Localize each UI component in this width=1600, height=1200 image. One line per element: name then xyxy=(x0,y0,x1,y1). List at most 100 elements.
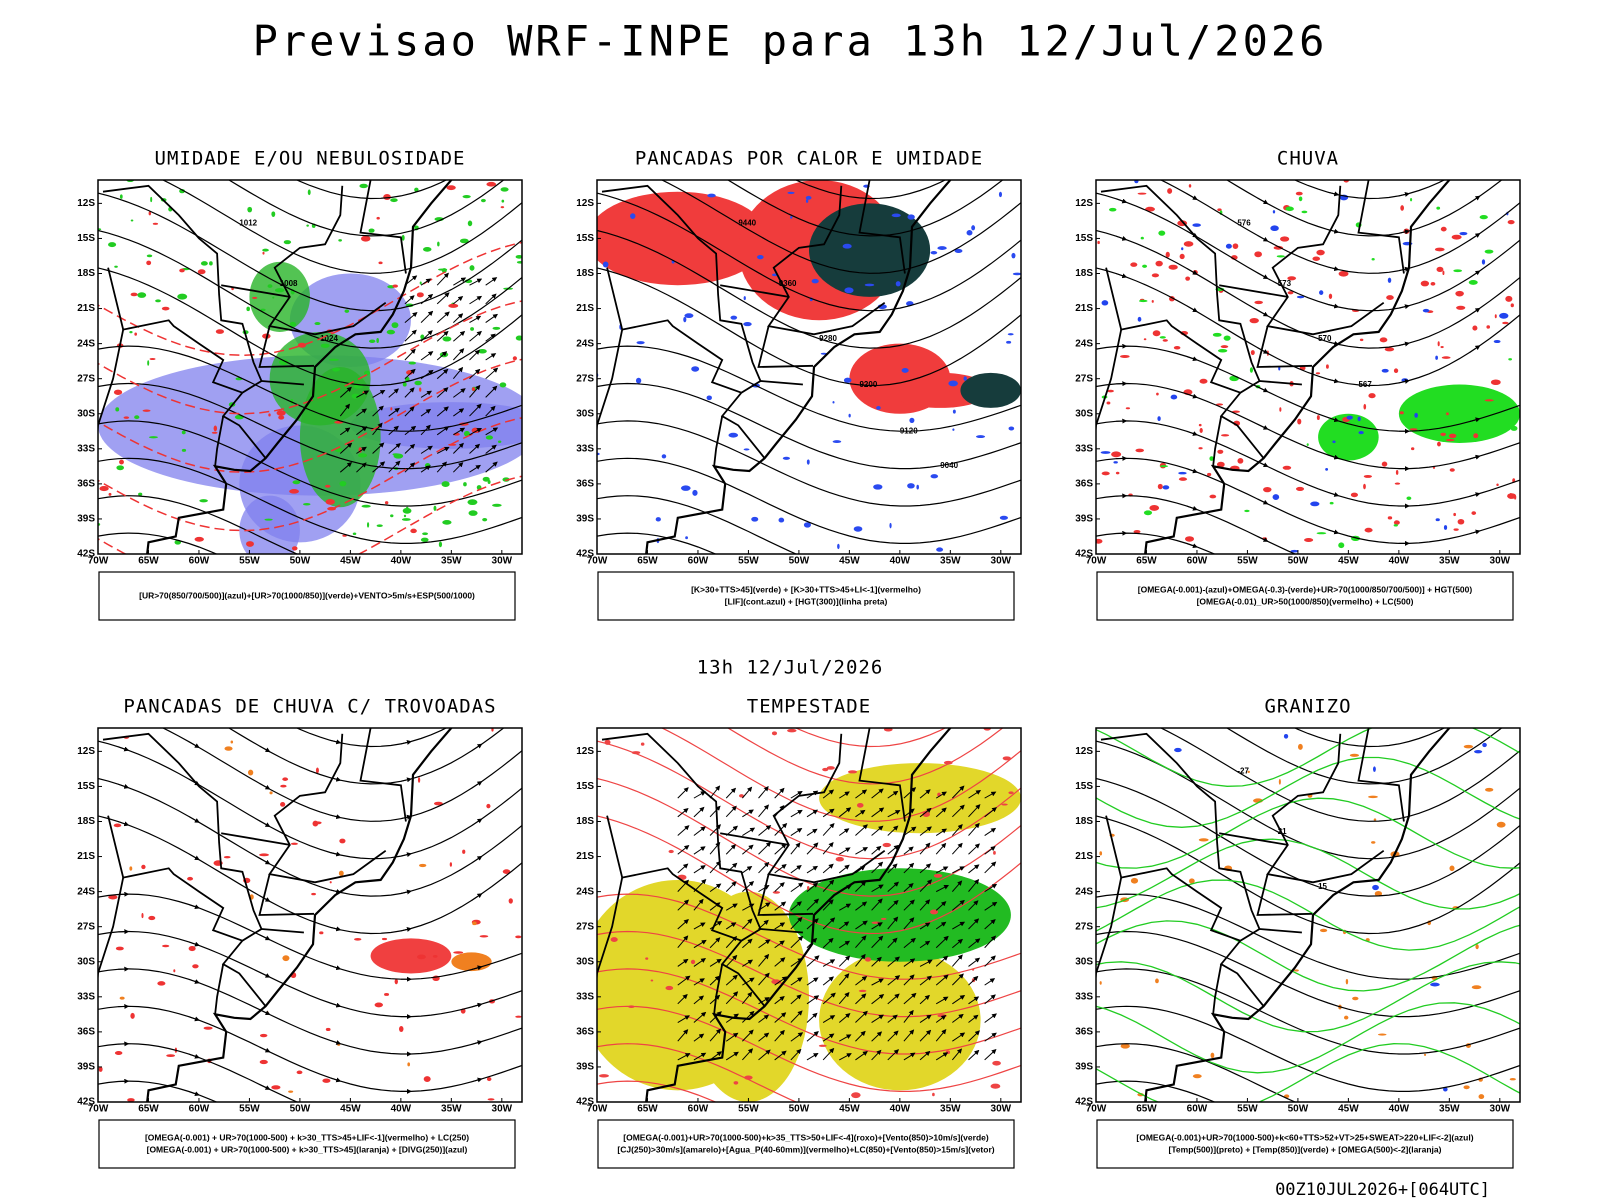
wind-vector xyxy=(903,1052,916,1061)
wind-vector xyxy=(968,843,980,855)
main-title: Previsao WRF-INPE para 13h 12/Jul/2026 xyxy=(253,17,1328,66)
legend-box xyxy=(1096,1119,1514,1169)
flow-arrow xyxy=(1328,378,1340,384)
speckle xyxy=(399,1026,404,1032)
speckle xyxy=(384,501,389,505)
speckle xyxy=(147,360,150,366)
wind-vector xyxy=(984,883,998,893)
wind-vector xyxy=(453,330,466,342)
speckle xyxy=(417,777,421,783)
speckle xyxy=(485,435,493,440)
contour-line xyxy=(1096,192,1520,312)
speckle xyxy=(420,334,425,340)
flow-arrow xyxy=(1469,529,1481,535)
wind-vector xyxy=(693,846,706,855)
wind-vector xyxy=(790,977,803,986)
speckle xyxy=(438,268,448,271)
speckle xyxy=(1283,733,1289,739)
contour-line xyxy=(98,420,522,507)
wind-vector xyxy=(839,903,852,911)
speckle xyxy=(1352,996,1359,1001)
speckle xyxy=(1395,470,1399,475)
lat-label: 30S xyxy=(1075,956,1093,967)
speckle xyxy=(332,367,341,372)
lat-label: 15S xyxy=(576,233,594,244)
wind-vector xyxy=(806,828,818,836)
wind-vector xyxy=(758,1014,770,1023)
flow-arrow xyxy=(330,926,342,932)
wind-vector xyxy=(806,955,820,967)
wind-vector xyxy=(984,978,996,986)
wind-vector xyxy=(919,807,932,818)
wind-vector xyxy=(725,862,738,874)
wind-vector xyxy=(887,1049,900,1061)
wind-vector xyxy=(871,956,882,967)
speckle xyxy=(376,524,383,528)
speckle xyxy=(691,366,700,372)
wind-vector xyxy=(838,921,850,930)
speckle xyxy=(492,503,502,507)
lon-label: 45W xyxy=(1338,556,1359,567)
wind-vector xyxy=(372,389,386,398)
flow-arrow xyxy=(259,971,271,978)
speckle xyxy=(842,243,852,249)
speckle xyxy=(155,299,161,303)
wind-vector xyxy=(935,974,949,986)
wind-vector xyxy=(452,462,464,473)
speckle xyxy=(787,728,797,733)
speckle xyxy=(394,978,398,985)
border xyxy=(767,733,886,884)
lat-label: 36S xyxy=(576,479,594,490)
lat-label: 21S xyxy=(1075,851,1093,862)
speckle xyxy=(1329,501,1334,505)
wind-vector xyxy=(855,920,868,930)
speckle xyxy=(1008,426,1015,431)
speckle xyxy=(1430,282,1436,286)
lon-label: 50W xyxy=(1288,556,1309,567)
wind-vector xyxy=(919,1050,931,1061)
speckle xyxy=(1165,251,1170,258)
speckle xyxy=(1207,472,1212,477)
map-panel: CHUVA 582 579 576 573 570 567 12S 15S 18S 21S 24S 27… xyxy=(1075,148,1521,621)
wind-vector xyxy=(790,1010,803,1023)
lon-label: 40W xyxy=(890,1104,911,1115)
speckle xyxy=(391,322,399,329)
wind-vector xyxy=(339,427,351,436)
speckle xyxy=(1170,394,1178,400)
speckle xyxy=(1237,458,1244,464)
speckle xyxy=(1434,247,1445,252)
wind-vector xyxy=(677,1053,691,1061)
speckle xyxy=(500,187,509,192)
speckle xyxy=(1481,259,1486,265)
panel-title: GRANIZO xyxy=(1264,696,1351,718)
wind-vector xyxy=(453,408,465,417)
contour-line xyxy=(1096,968,1520,1055)
speckle xyxy=(835,856,844,862)
border xyxy=(757,325,814,368)
speckle xyxy=(486,803,491,809)
wind-vector xyxy=(742,938,753,949)
speckle xyxy=(267,284,273,288)
speckle xyxy=(1231,410,1240,413)
speckle xyxy=(787,191,795,195)
speckle xyxy=(1446,412,1449,416)
wind-vector xyxy=(935,921,947,930)
speckle xyxy=(515,1015,522,1018)
speckle xyxy=(1363,483,1366,490)
wind-vector xyxy=(903,808,915,818)
lat-label: 27S xyxy=(576,921,594,932)
wind-vector xyxy=(855,824,868,836)
flow-arrow xyxy=(188,1016,200,1022)
wind-vector xyxy=(855,1050,868,1061)
speckle xyxy=(324,484,331,488)
speckle xyxy=(948,380,958,387)
speckle xyxy=(1350,492,1358,498)
wind-vector xyxy=(774,976,788,986)
speckle xyxy=(680,485,691,491)
speckle xyxy=(684,313,694,319)
wind-vector xyxy=(871,935,884,949)
speckle xyxy=(1006,340,1012,344)
lat-label: 27S xyxy=(1075,373,1093,384)
speckle xyxy=(1188,184,1192,188)
wind-vector xyxy=(356,446,367,454)
